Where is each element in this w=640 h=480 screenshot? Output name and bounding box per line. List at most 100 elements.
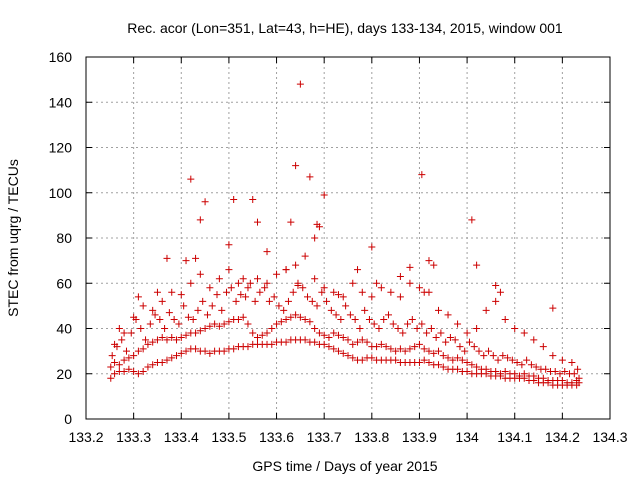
data-point: [144, 363, 152, 371]
x-tick-label: 133.6: [259, 429, 294, 445]
data-point: [292, 162, 300, 170]
y-tick-label: 100: [49, 185, 73, 201]
data-point: [327, 306, 335, 314]
data-point: [463, 358, 471, 366]
data-point: [139, 367, 147, 375]
data-point: [177, 291, 185, 299]
data-point: [134, 347, 142, 355]
data-point: [435, 347, 443, 355]
data-point: [203, 311, 211, 319]
data-point: [253, 275, 261, 283]
data-point: [153, 336, 161, 344]
data-point: [280, 306, 288, 314]
data-point: [532, 363, 540, 371]
data-point: [158, 297, 166, 305]
data-point: [294, 282, 302, 290]
data-point: [446, 334, 454, 342]
data-point: [320, 340, 328, 348]
data-point: [454, 320, 462, 328]
data-point: [539, 374, 547, 382]
axis-ticks: [85, 56, 611, 420]
y-tick-label: 80: [56, 230, 72, 246]
data-point: [127, 329, 135, 337]
data-point: [482, 306, 490, 314]
data-point: [284, 297, 292, 305]
data-point: [389, 320, 397, 328]
data-point: [468, 216, 476, 224]
data-point: [334, 291, 342, 299]
data-point: [182, 331, 190, 339]
data-point: [120, 356, 128, 364]
data-point: [420, 356, 428, 364]
data-point: [268, 325, 276, 332]
data-point: [273, 320, 281, 328]
data-point: [320, 331, 328, 339]
data-point: [230, 345, 238, 353]
x-tick-label: 133.3: [116, 429, 151, 445]
data-point: [463, 329, 471, 337]
data-point: [399, 329, 407, 337]
y-tick-label: 20: [56, 366, 72, 382]
data-point: [196, 327, 204, 335]
data-point: [130, 367, 138, 375]
data-point: [268, 340, 276, 348]
data-point: [396, 272, 404, 280]
data-point: [115, 325, 123, 332]
data-point: [349, 340, 357, 348]
data-point: [396, 345, 404, 353]
data-point: [520, 370, 528, 378]
data-point: [520, 329, 528, 337]
data-point: [418, 171, 426, 179]
data-point: [574, 365, 582, 373]
data-point: [470, 343, 478, 351]
data-point: [287, 218, 295, 226]
data-point: [570, 370, 578, 378]
data-point: [485, 347, 493, 355]
data-point: [256, 288, 264, 296]
data-point: [377, 340, 385, 348]
data-point: [306, 173, 314, 181]
data-point: [299, 284, 307, 292]
data-point: [149, 361, 157, 369]
data-point: [568, 379, 576, 387]
data-point: [518, 361, 526, 369]
y-tick-label: 120: [49, 140, 73, 156]
x-tick-label: 133.2: [68, 429, 103, 445]
data-point: [530, 336, 538, 344]
data-point: [142, 336, 150, 344]
data-point: [211, 320, 219, 328]
data-point: [451, 336, 459, 344]
data-point: [501, 315, 509, 323]
data-point: [382, 343, 390, 351]
data-point: [415, 340, 423, 348]
data-point: [130, 313, 138, 321]
data-point: [296, 313, 304, 321]
data-point: [442, 338, 450, 346]
data-point: [568, 358, 576, 366]
data-point: [406, 263, 414, 271]
data-point: [180, 302, 188, 310]
data-point: [558, 356, 566, 364]
data-point: [107, 374, 115, 382]
data-point: [258, 331, 266, 339]
data-point: [232, 297, 240, 305]
data-point: [368, 243, 376, 251]
data-point: [292, 261, 300, 269]
data-point: [387, 345, 395, 353]
data-point: [304, 293, 312, 301]
data-point: [163, 356, 171, 364]
data-point: [125, 354, 133, 362]
y-tick-label: 160: [49, 49, 73, 65]
data-point: [244, 343, 252, 351]
data-point: [263, 248, 271, 256]
data-point: [435, 361, 443, 369]
data-point: [508, 356, 516, 364]
data-point: [425, 358, 433, 366]
data-point: [120, 367, 128, 375]
data-point: [165, 309, 173, 317]
data-point: [349, 354, 357, 362]
data-point: [332, 311, 340, 319]
data-point: [170, 315, 178, 323]
data-point: [189, 315, 197, 323]
